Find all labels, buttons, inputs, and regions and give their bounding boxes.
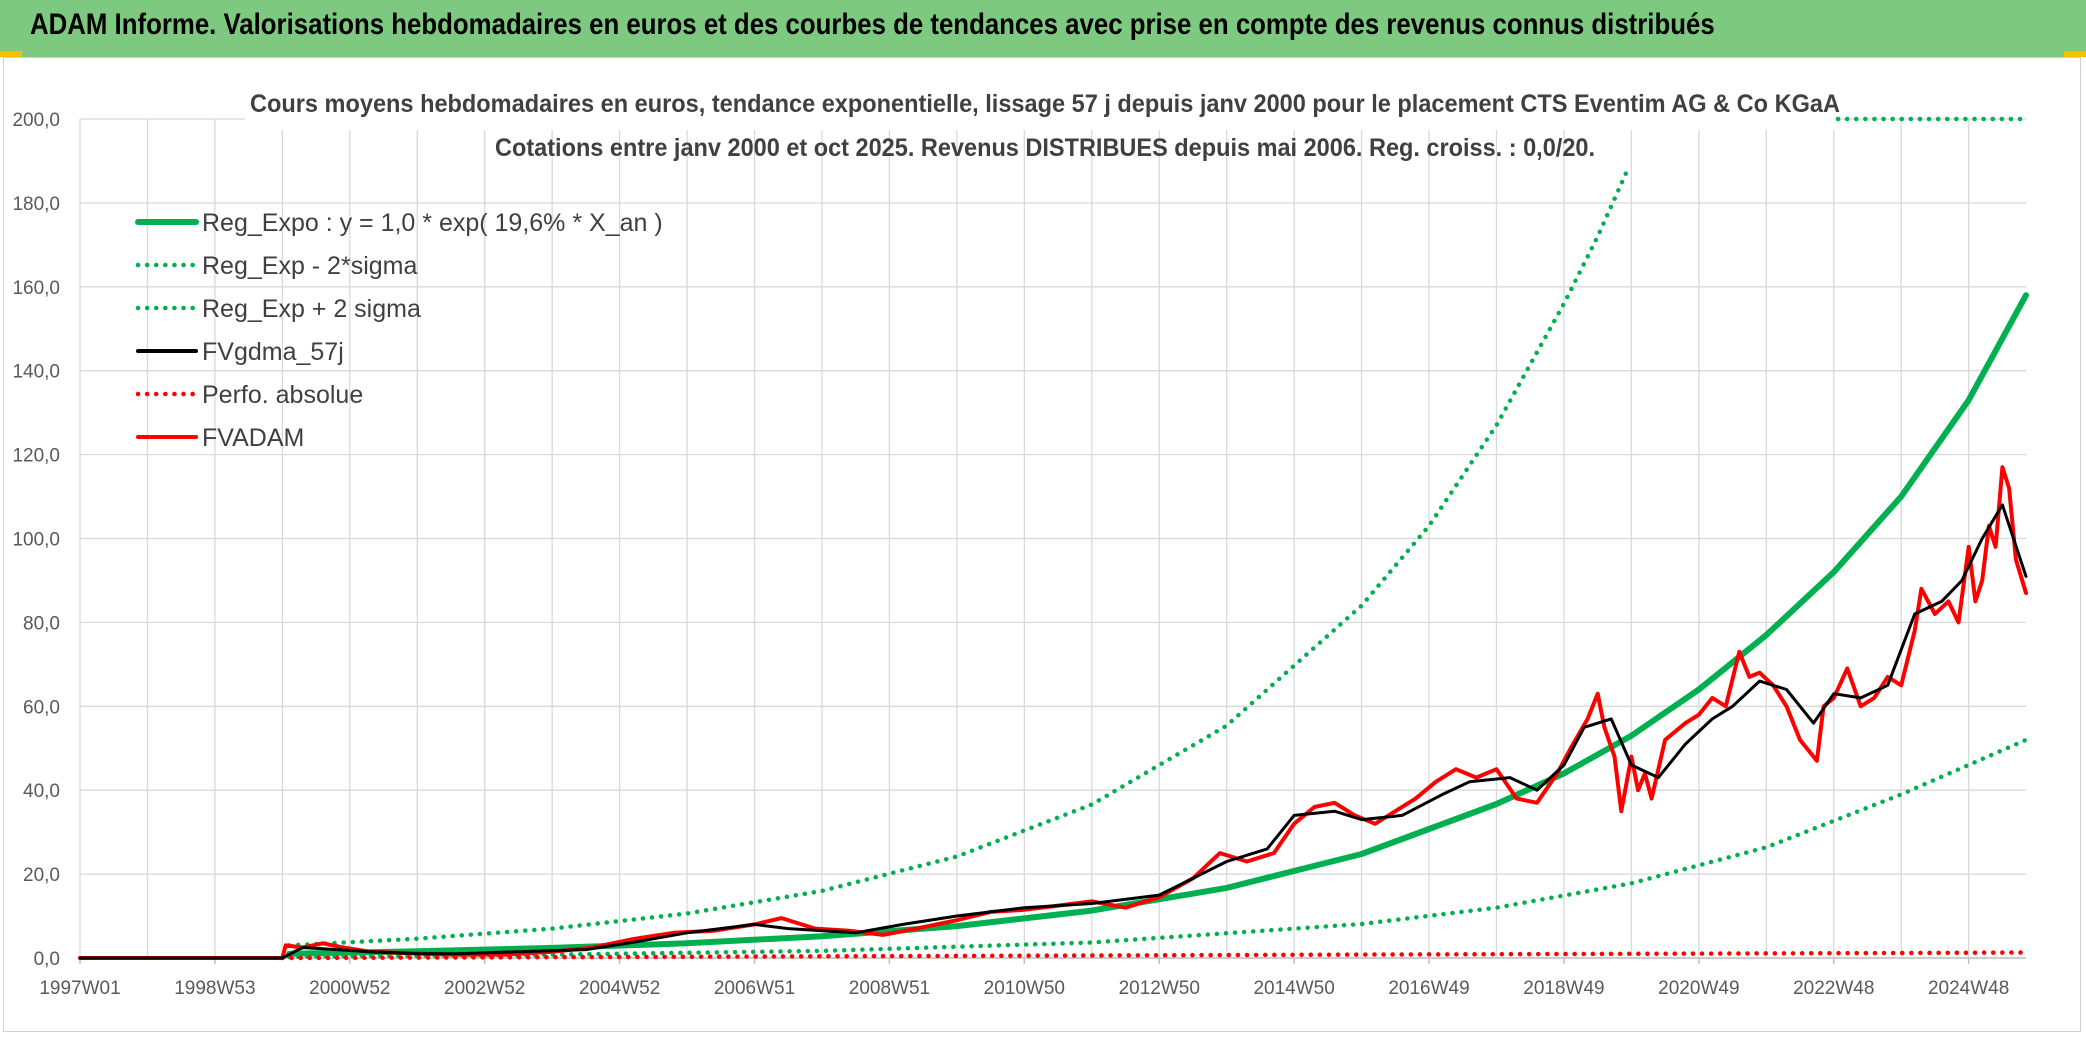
x-tick-label: 2020W49	[1658, 978, 1739, 999]
x-tick-label: 2012W50	[1119, 978, 1200, 999]
x-tick-label: 2024W48	[1928, 978, 2009, 999]
x-tick-label: 2006W51	[714, 978, 795, 999]
y-tick-label: 140,0	[12, 362, 60, 383]
y-tick-label: 200,0	[12, 110, 60, 131]
legend-label: Reg_Exp + 2 sigma	[202, 295, 421, 323]
banner-corner-left	[0, 51, 22, 57]
report-title: ADAM Informe. Valorisations hebdomadaire…	[30, 8, 1715, 41]
y-tick-label: 120,0	[12, 446, 60, 467]
x-tick-label: 2004W52	[579, 978, 660, 999]
y-tick-label: 60,0	[23, 697, 60, 718]
legend-label: Reg_Exp - 2*sigma	[202, 252, 417, 280]
series-line-5	[78, 465, 2028, 960]
series-line-3	[78, 503, 2028, 960]
x-tick-label: 2002W52	[444, 978, 525, 999]
x-tick-label: 2016W49	[1388, 978, 1469, 999]
series-line-0	[286, 292, 2029, 957]
x-tick-label: 1998W53	[174, 978, 255, 999]
report-banner: ADAM Informe. Valorisations hebdomadaire…	[0, 0, 2086, 57]
y-tick-label: 80,0	[23, 613, 60, 634]
x-tick-label: 2014W50	[1253, 978, 1334, 999]
x-tick-label: 2018W49	[1523, 978, 1604, 999]
series-line-1	[286, 737, 2029, 959]
y-tick-label: 160,0	[12, 278, 60, 299]
chart-frame	[3, 57, 2081, 1032]
title-backdrop	[245, 92, 1840, 130]
x-tick-label: 2010W50	[984, 978, 1065, 999]
y-tick-label: 180,0	[12, 194, 60, 215]
x-tick-label: 2000W52	[309, 978, 390, 999]
legend-label: Perfo. absolue	[202, 381, 363, 409]
x-tick-label: 2008W51	[849, 978, 930, 999]
banner-corner-right	[2064, 51, 2086, 57]
x-tick-label: 2022W48	[1793, 978, 1874, 999]
legend-label: FVADAM	[202, 424, 304, 452]
series-line-4	[280, 950, 2029, 961]
legend-label: Reg_Expo : y = 1,0 * exp( 19,6% * X_an )	[202, 209, 663, 237]
y-tick-label: 0,0	[34, 949, 60, 970]
chart-subtitle: Cotations entre janv 2000 et oct 2025. R…	[495, 134, 1595, 162]
y-tick-label: 100,0	[12, 530, 60, 551]
y-tick-label: 20,0	[23, 865, 60, 886]
chart-title: Cours moyens hebdomadaires en euros, ten…	[250, 90, 1840, 118]
legend-label: FVgdma_57j	[202, 338, 344, 366]
series-line-2	[286, 169, 1631, 948]
y-tick-label: 40,0	[23, 781, 60, 802]
x-tick-label: 1997W01	[39, 978, 120, 999]
